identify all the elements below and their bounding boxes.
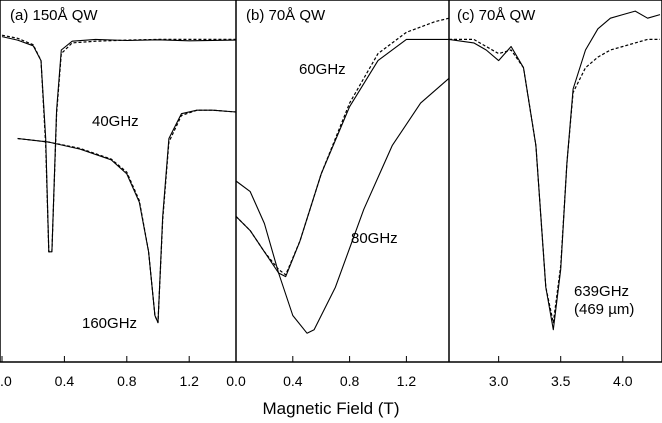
tick-label-b-0: 0.0 — [226, 373, 246, 389]
tick-label-b-2: 0.8 — [340, 373, 360, 389]
tick-layer: 0.0 0.4 0.8 1.2 0.0 0.4 0.8 1.2 3.0 3.5 4.0 — [0, 356, 633, 389]
tick-label-a-1: 0.4 — [55, 373, 75, 389]
tick-label-b-1: 0.4 — [283, 373, 303, 389]
series-b-1 — [235, 17, 450, 276]
label-469um: (469 µm) — [574, 301, 634, 318]
series-c-1 — [449, 38, 660, 324]
tick-label-a-0: 0.0 — [0, 373, 12, 389]
tick-label-a-2: 0.8 — [117, 373, 137, 389]
tick-label-c-0: 3.0 — [489, 373, 509, 389]
tick-label-b-3: 1.2 — [397, 373, 417, 389]
label-160ghz: 160GHz — [82, 315, 137, 332]
panel-c-title: (c) 70Å QW — [457, 7, 536, 24]
tick-label-c-2: 4.0 — [613, 373, 633, 389]
series-a-1 — [1, 34, 236, 253]
series-a-0 — [1, 36, 237, 253]
panel-b-title: (b) 70Å QW — [246, 7, 326, 24]
label-80ghz: 80GHz — [351, 230, 398, 247]
plot-frame — [0, 0, 662, 363]
series-b-2 — [235, 77, 450, 334]
curve-layer — [1, 10, 661, 334]
x-axis-title: Magnetic Field (T) — [263, 399, 400, 418]
series-c-0 — [448, 10, 661, 331]
label-639ghz: 639GHz — [574, 283, 629, 300]
series-a-3 — [17, 109, 237, 324]
panel-a-title: (a) 150Å QW — [10, 7, 98, 24]
label-40ghz: 40GHz — [92, 113, 139, 130]
tick-label-c-1: 3.5 — [551, 373, 571, 389]
label-60ghz: 60GHz — [299, 61, 346, 78]
tick-label-a-3: 1.2 — [179, 373, 199, 389]
